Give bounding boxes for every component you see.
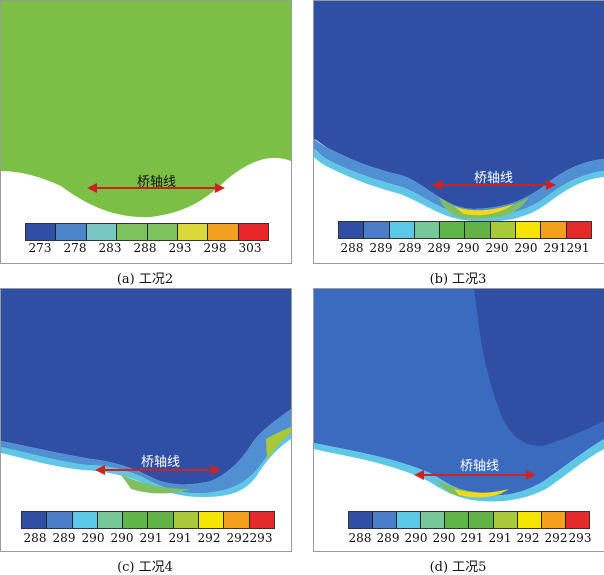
colorbar-seg <box>414 222 441 238</box>
colorbar-seg <box>86 224 118 240</box>
tick-label: 292 <box>544 531 568 545</box>
tick-label: 288 <box>23 531 47 545</box>
colorbar-a <box>25 223 269 241</box>
temperature-field-b <box>314 1 604 263</box>
tick-label: 290 <box>432 531 456 545</box>
tick-label: 291 <box>139 531 163 545</box>
colorbar-seg <box>123 512 149 528</box>
tick-label: 293 <box>168 241 192 255</box>
colorbar-c <box>21 511 275 529</box>
caption-a: (a) 工况2 <box>116 272 174 287</box>
colorbar-seg <box>373 512 398 528</box>
temperature-field-c <box>1 289 291 551</box>
colorbar-seg <box>224 512 250 528</box>
colorbar-seg <box>517 512 542 528</box>
tick-label: 292 <box>197 531 221 545</box>
tick-label: 293 <box>568 531 592 545</box>
colorbar-seg <box>72 512 98 528</box>
tick-label: 290 <box>404 531 428 545</box>
tick-label: 289 <box>427 241 451 255</box>
tick-label: 290 <box>110 531 134 545</box>
colorbar-ticks-c: 288 289 290 290 291 291 292 292 293 <box>21 531 273 547</box>
tick-label: 303 <box>238 241 262 255</box>
colorbar-seg <box>249 512 274 528</box>
colorbar-seg <box>566 222 591 238</box>
tick-label: 283 <box>98 241 122 255</box>
panel-d: 桥轴线 288 289 290 290 291 291 292 292 293 <box>313 288 604 552</box>
colorbar-seg <box>421 512 446 528</box>
colorbar-seg <box>389 222 415 238</box>
tick-label: 290 <box>456 241 480 255</box>
colorbar-ticks-d: 288 289 290 290 291 291 292 292 293 <box>348 531 592 547</box>
colorbar-seg <box>177 224 209 240</box>
caption-c: (c) 工况4 <box>117 560 173 575</box>
tick-label: 292 <box>226 531 250 545</box>
tick-label: 291 <box>488 531 512 545</box>
tick-label: 288 <box>133 241 157 255</box>
panel-a: 桥轴线 273 278 283 288 293 298 303 <box>0 0 292 264</box>
temperature-field-d <box>314 289 604 551</box>
colorbar-seg <box>147 224 178 240</box>
colorbar-seg <box>493 512 518 528</box>
tick-label: 278 <box>63 241 87 255</box>
axis-label-c: 桥轴线 <box>141 455 181 470</box>
colorbar-seg <box>565 512 589 528</box>
tick-label: 273 <box>28 241 52 255</box>
colorbar-b <box>338 221 592 239</box>
panel-b: 桥轴线 288 289 289 289 290 290 290 291 291 <box>313 0 604 264</box>
colorbar-seg <box>364 222 390 238</box>
colorbar-ticks-b: 288 289 289 289 290 290 290 291 291 <box>338 241 590 257</box>
tick-label: 291 <box>543 241 567 255</box>
tick-label: 289 <box>52 531 76 545</box>
colorbar-seg <box>173 512 200 528</box>
colorbar-ticks-a: 273 278 283 288 293 298 303 <box>25 241 267 257</box>
colorbar-seg <box>117 224 148 240</box>
tick-label: 289 <box>398 241 422 255</box>
colorbar-seg <box>56 224 87 240</box>
colorbar-seg <box>516 222 542 238</box>
tick-label: 298 <box>203 241 227 255</box>
colorbar-seg <box>445 512 470 528</box>
colorbar-seg <box>208 224 239 240</box>
colorbar-seg <box>199 512 225 528</box>
colorbar-d <box>348 511 590 529</box>
tick-label: 291 <box>460 531 484 545</box>
colorbar-seg <box>97 512 124 528</box>
tick-label: 289 <box>369 241 393 255</box>
tick-label: 290 <box>485 241 509 255</box>
axis-label-b[interactable]: 桥轴线 <box>474 171 514 186</box>
caption-b: (b) 工况3 <box>429 272 487 287</box>
colorbar-seg <box>440 222 466 238</box>
caption-d: (d) 工况5 <box>429 560 487 575</box>
colorbar-seg <box>238 224 268 240</box>
colorbar-seg <box>541 512 566 528</box>
colorbar-seg <box>47 512 73 528</box>
tick-label: 290 <box>514 241 538 255</box>
tick-label: 291 <box>566 241 590 255</box>
colorbar-seg <box>148 512 174 528</box>
tick-label: 289 <box>376 531 400 545</box>
colorbar-seg <box>22 512 48 528</box>
tick-label: 288 <box>340 241 364 255</box>
tick-label: 292 <box>516 531 540 545</box>
colorbar-seg <box>541 222 567 238</box>
colorbar-seg <box>397 512 422 528</box>
tick-label: 291 <box>168 531 192 545</box>
colorbar-seg <box>349 512 374 528</box>
axis-label-a: 桥轴线 <box>137 175 177 190</box>
axis-label-d: 桥轴线 <box>460 459 500 474</box>
panel-c: 桥轴线 288 289 290 290 291 291 292 292 293 <box>0 288 292 552</box>
temperature-field-a <box>1 1 291 263</box>
tick-label: 293 <box>249 531 273 545</box>
tick-label: 288 <box>348 531 372 545</box>
colorbar-seg <box>469 512 494 528</box>
tick-label: 290 <box>81 531 105 545</box>
colorbar-seg <box>490 222 517 238</box>
colorbar-seg <box>26 224 57 240</box>
colorbar-seg <box>339 222 365 238</box>
colorbar-seg <box>465 222 491 238</box>
